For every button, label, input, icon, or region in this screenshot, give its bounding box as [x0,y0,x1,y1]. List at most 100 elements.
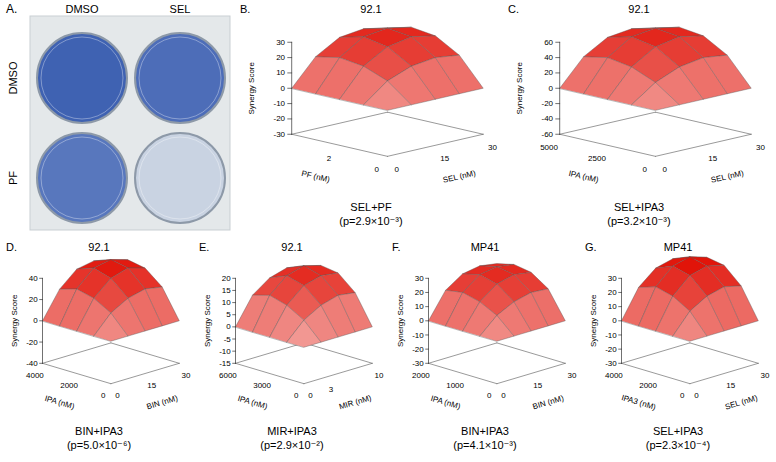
svg-text:Synergy Score: Synergy Score [396,294,405,347]
svg-text:30: 30 [567,371,576,380]
svg-text:1000: 1000 [446,381,464,390]
svg-text:4000: 4000 [605,371,623,380]
svg-text:0: 0 [226,322,231,331]
svg-text:-30: -30 [605,359,617,368]
svg-text:-60: -60 [541,130,553,139]
svg-text:BIN (nM): BIN (nM) [532,393,566,411]
svg-text:0: 0 [501,391,506,400]
svg-text:5000: 5000 [540,143,558,152]
svg-text:0: 0 [549,84,554,93]
svg-text:Synergy Score: Synergy Score [203,294,212,347]
svg-text:0: 0 [643,165,648,174]
svg-text:0: 0 [694,391,699,400]
svg-text:-20: -20 [605,345,617,354]
svg-text:0: 0 [294,391,299,400]
svg-text:30: 30 [276,38,285,47]
svg-text:6000: 6000 [219,371,237,380]
svg-text:-40: -40 [541,114,553,123]
svg-text:-10: -10 [219,347,231,356]
svg-text:60: 60 [544,38,553,47]
svg-text:15: 15 [440,154,449,163]
svg-text:-15: -15 [219,359,231,368]
svg-text:IPA (nM): IPA (nM) [237,394,269,411]
svg-text:PF: PF [7,171,19,185]
svg-text:IPA (nM): IPA (nM) [568,169,600,185]
svg-text:0: 0 [680,391,685,400]
svg-text:-5: -5 [224,335,232,344]
svg-text:SEL (nM): SEL (nM) [442,168,477,184]
svg-text:20: 20 [544,68,553,77]
svg-text:-20: -20 [541,99,553,108]
svg-text:0: 0 [612,316,617,325]
svg-text:10: 10 [608,302,617,311]
svg-text:20: 20 [608,288,617,297]
svg-text:15: 15 [726,381,735,390]
svg-text:2000: 2000 [60,381,78,390]
svg-text:-40: -40 [26,359,38,368]
svg-text:20: 20 [29,295,38,304]
svg-text:2: 2 [327,154,332,163]
svg-text:2000: 2000 [639,381,657,390]
svg-text:30: 30 [756,143,765,152]
svg-text:SEL (nM): SEL (nM) [724,393,759,411]
svg-text:0: 0 [308,391,313,400]
svg-text:20: 20 [276,53,285,62]
svg-text:2500: 2500 [588,154,606,163]
svg-text:IPA (nM): IPA (nM) [44,394,76,411]
svg-text:BIN (nM): BIN (nM) [146,393,180,411]
svg-text:DMSO: DMSO [7,61,19,94]
html-text:92.1: 92.1 [360,3,382,15]
svg-text:4000: 4000 [26,371,44,380]
svg-text:0: 0 [375,165,380,174]
svg-text:0: 0 [487,391,492,400]
svg-text:0: 0 [281,84,286,93]
svg-text:0: 0 [115,391,120,400]
svg-text:-30: -30 [412,359,424,368]
svg-text:0: 0 [395,165,400,174]
svg-text:-20: -20 [412,345,424,354]
svg-text:3: 3 [329,385,334,394]
svg-text:40: 40 [544,53,553,62]
svg-text:5: 5 [226,310,231,319]
svg-text:10: 10 [222,298,231,307]
svg-text:IPA (nM): IPA (nM) [430,394,462,411]
svg-text:15: 15 [708,154,717,163]
svg-text:-10: -10 [412,331,424,340]
svg-text:10: 10 [415,302,424,311]
svg-text:SEL (nM): SEL (nM) [710,168,745,184]
svg-text:MIR (nM): MIR (nM) [338,393,373,411]
svg-text:A.: A. [6,2,17,16]
svg-text:10: 10 [374,371,383,380]
svg-text:15: 15 [222,286,231,295]
svg-text:SEL: SEL [170,3,191,15]
svg-text:DMSO: DMSO [66,3,99,15]
svg-text:20: 20 [415,288,424,297]
svg-text:0: 0 [419,316,424,325]
svg-text:10: 10 [276,68,285,77]
svg-text:-10: -10 [605,331,617,340]
svg-text:30: 30 [608,274,617,283]
svg-text:40: 40 [29,274,38,283]
svg-text:15: 15 [147,381,156,390]
svg-text:30: 30 [181,371,190,380]
svg-text:-30: -30 [273,130,285,139]
svg-text:20: 20 [222,274,231,283]
svg-text:3000: 3000 [253,381,271,390]
svg-text:2000: 2000 [412,371,430,380]
svg-text:15: 15 [533,381,542,390]
svg-text:30: 30 [760,371,769,380]
svg-text:PF (nM): PF (nM) [301,169,331,184]
svg-text:30: 30 [415,274,424,283]
svg-text:0: 0 [663,165,668,174]
svg-text:Synergy Score: Synergy Score [589,294,598,347]
svg-text:Synergy Score: Synergy Score [515,61,524,114]
svg-text:30: 30 [488,143,497,152]
svg-text:Synergy Score: Synergy Score [247,61,256,114]
svg-text:-10: -10 [273,99,285,108]
svg-text:-20: -20 [273,114,285,123]
svg-text:Synergy Score: Synergy Score [10,294,19,347]
svg-text:0: 0 [33,316,38,325]
svg-text:0: 0 [101,391,106,400]
svg-text:IPA3 (nM): IPA3 (nM) [620,393,657,412]
svg-text:-20: -20 [26,338,38,347]
